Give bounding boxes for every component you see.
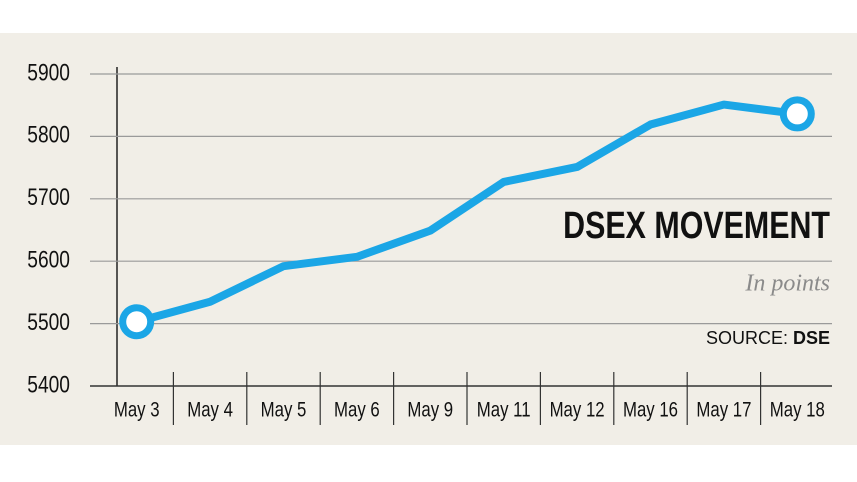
source-name: DSE [793,328,830,348]
source-label: SOURCE: [706,328,788,348]
y-tick-label: 5600 [27,245,70,273]
series-line [135,100,798,326]
chart-title: DSEX MOVEMENT [563,205,830,247]
end-marker [779,96,815,132]
x-tick-label: May 4 [187,399,233,422]
y-tick-label: 5900 [27,58,70,86]
x-tick-label: May 18 [770,399,825,422]
source: SOURCE: DSE [706,328,830,348]
x-tick-label: May 11 [477,399,531,422]
x-tick-label: May 3 [114,399,160,422]
x-tick-label: May 16 [623,399,678,422]
x-tick-label: May 6 [334,399,380,422]
y-tick-label: 5800 [27,121,70,149]
y-tick-label: 5500 [27,308,70,336]
x-tick-label: May 12 [550,399,605,422]
y-tick-label: 5700 [27,183,70,211]
chart-background [0,33,857,445]
end-marker [119,304,155,340]
x-tick-label: May 5 [261,399,307,422]
x-tick-label: May 9 [407,399,453,422]
chart-subtitle: In points [744,271,830,297]
y-tick-label: 5400 [27,370,70,398]
x-tick-label: May 17 [696,399,751,422]
